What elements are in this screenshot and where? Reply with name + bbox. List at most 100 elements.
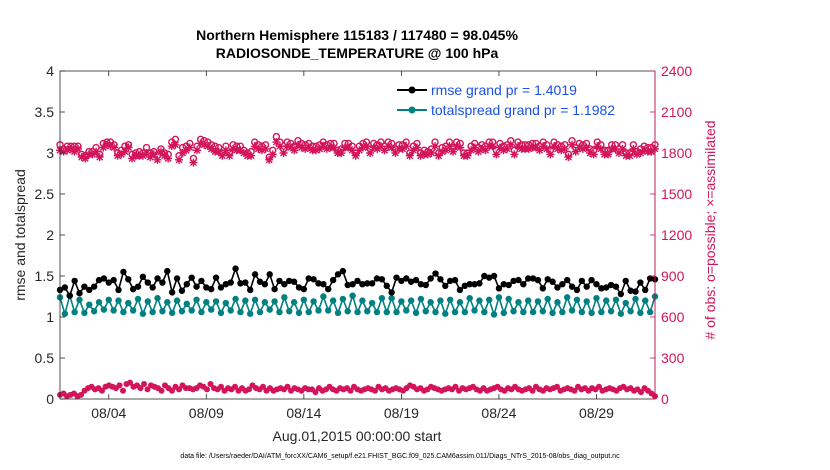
right-tick-label: 1500 <box>661 186 692 202</box>
rmse-point <box>368 280 376 287</box>
spread-point <box>305 308 312 316</box>
rmse-point <box>451 276 459 284</box>
rmse-point <box>544 276 551 283</box>
spread-point <box>300 296 308 303</box>
spread-point <box>383 308 390 316</box>
rmse-point <box>534 276 542 284</box>
obs-assimilated-point <box>423 150 432 159</box>
obs-low-point <box>372 387 378 394</box>
spread-point <box>481 308 488 316</box>
obs-assimilated-point <box>488 142 497 151</box>
rmse-point <box>403 275 410 282</box>
obs-assimilated-point <box>380 146 389 155</box>
spread-point <box>568 307 576 314</box>
right-axis: 0 300 600 900 1200 1500 1800 2100 2400 <box>650 63 692 407</box>
obs-assimilated-point <box>178 149 187 157</box>
obs-low-point <box>207 380 214 387</box>
legend-spread-marker <box>408 106 416 114</box>
obs-low-point <box>176 386 182 393</box>
obs-assimilated-point <box>625 151 634 160</box>
obs-assimilated-point <box>74 144 83 153</box>
obs-assimilated-point <box>398 144 407 153</box>
obs-assimilated-point <box>59 147 68 156</box>
spread-point <box>403 307 410 314</box>
obs-assimilated-point <box>409 146 418 155</box>
spread-point <box>632 295 639 303</box>
spread-point <box>325 307 332 314</box>
spread-point <box>168 309 176 317</box>
spread-point <box>290 299 298 306</box>
rmse-point <box>583 283 590 290</box>
obs-assimilated-point <box>315 144 324 153</box>
spread-point <box>227 307 234 314</box>
rmse-point <box>461 282 468 290</box>
obs-low-point <box>452 383 459 390</box>
rmse-point <box>193 283 200 290</box>
obs-assimilated-point <box>532 143 540 152</box>
rmse-point <box>359 281 366 288</box>
spread-point <box>373 308 381 316</box>
x-tick-label: 08/04 <box>91 405 126 421</box>
spread-point <box>212 298 220 305</box>
rmse-point <box>554 284 561 291</box>
spread-point <box>232 295 239 303</box>
obs-assimilated-point <box>138 151 147 160</box>
obs-assimilated-point <box>553 144 562 153</box>
obs-assimilated-point <box>438 147 447 156</box>
obs-assimilated-point <box>225 151 234 160</box>
rmse-point <box>505 281 512 289</box>
obs-assimilated-point <box>146 153 155 162</box>
obs-assimilated-point <box>175 155 183 164</box>
rmse-point <box>427 275 434 282</box>
right-tick-label: 0 <box>661 391 669 407</box>
obs-low-point <box>596 383 602 390</box>
rmse-point <box>115 286 122 294</box>
obs-assimilated-point <box>571 147 580 156</box>
obs-assimilated-point <box>189 158 198 167</box>
spread-series <box>56 292 659 318</box>
left-tick-label: 2 <box>46 227 54 243</box>
obs-assimilated-point <box>499 146 508 155</box>
rmse-point <box>612 283 620 290</box>
legend-rmse-marker <box>408 86 416 94</box>
rmse-point <box>476 280 483 287</box>
obs-assimilated-point <box>589 150 598 159</box>
spread-point <box>359 297 366 304</box>
obs-assimilated-point <box>492 150 501 159</box>
obs-assimilated-point <box>268 150 277 159</box>
obs-assimilated-point <box>449 147 458 156</box>
rmse-point <box>642 286 649 294</box>
obs-assimilated-point <box>376 142 385 151</box>
rmse-point <box>168 289 176 296</box>
spread-point <box>110 307 117 314</box>
obs-low-point <box>260 383 266 390</box>
obs-assimilated-point <box>261 144 270 153</box>
rmse-point <box>349 281 356 288</box>
rmse-point <box>373 275 381 282</box>
left-tick-label: 3.5 <box>35 104 55 120</box>
rmse-point <box>173 275 181 282</box>
obs-low-point <box>127 379 133 386</box>
obs-assimilated-point <box>203 142 212 151</box>
rmse-point <box>295 284 303 291</box>
rmse-point <box>329 276 337 284</box>
spread-point <box>471 307 478 314</box>
right-tick-label: 1200 <box>661 227 692 243</box>
rmse-point <box>627 287 634 294</box>
rmse-point <box>593 281 600 288</box>
obs-assimilated-point <box>358 143 367 152</box>
obs-assimilated-point <box>431 142 440 151</box>
rmse-point <box>393 274 400 281</box>
spread-point <box>490 311 498 318</box>
obs-assimilated-point <box>463 151 472 160</box>
legend-rmse-label: rmse grand pr = 1.4019 <box>431 82 577 98</box>
obs-assimilated-point <box>207 144 216 153</box>
spread-point <box>178 308 186 315</box>
rmse-point <box>90 283 98 290</box>
rmse-point <box>232 265 239 272</box>
right-tick-label: 2400 <box>661 63 692 79</box>
rmse-point <box>539 285 547 292</box>
rmse-point <box>315 280 322 287</box>
obs-assimilated-point <box>294 140 302 149</box>
rmse-point <box>344 281 351 289</box>
